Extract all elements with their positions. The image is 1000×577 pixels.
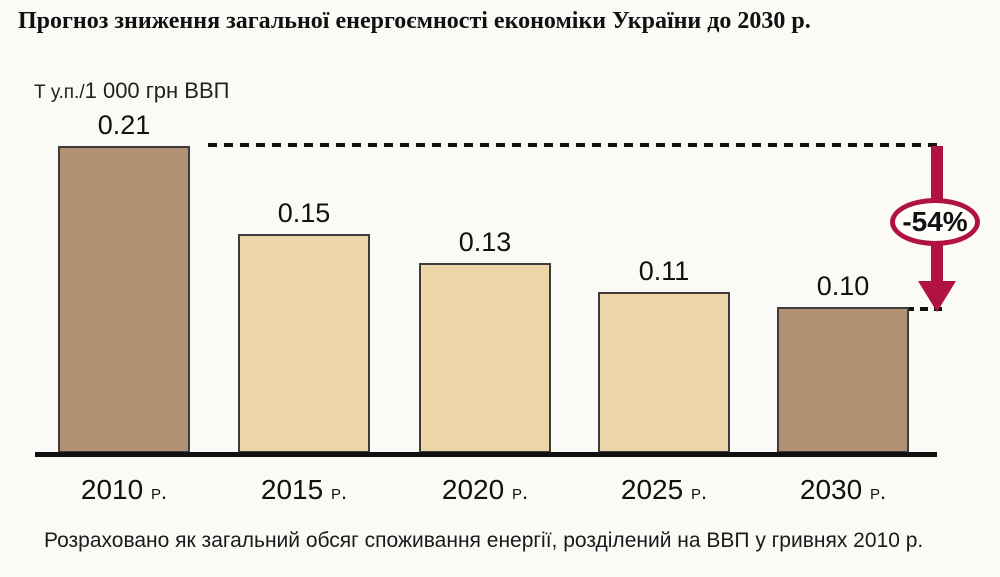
bar-2025 xyxy=(598,292,730,453)
bar-2015 xyxy=(238,234,370,453)
y-axis-unit-prefix: Т у.п./ xyxy=(34,82,85,103)
bar-value-2020: 0.13 xyxy=(458,227,512,257)
bar-2010 xyxy=(58,146,190,453)
x-label-year: 2020 xyxy=(441,474,505,505)
x-label-2020: 2020 р. xyxy=(395,474,575,506)
x-label-year-suffix: р. xyxy=(690,479,708,504)
x-label-year: 2030 xyxy=(799,474,863,505)
x-label-year-suffix: р. xyxy=(150,479,168,504)
footnote: Розраховано як загальний обсяг споживанн… xyxy=(44,529,924,552)
y-axis-unit-label: Т у.п./1 000 грн ВВП xyxy=(34,78,229,104)
x-label-year-suffix: р. xyxy=(511,479,529,504)
chart-title: Прогноз зниження загальної енергоємності… xyxy=(18,8,811,34)
bar-2020 xyxy=(419,263,551,453)
x-label-2010: 2010 р. xyxy=(34,474,214,506)
x-label-2015: 2015 р. xyxy=(214,474,394,506)
bar-value-2015: 0.15 xyxy=(277,198,331,228)
percent-change-badge: -54% xyxy=(890,198,980,246)
x-label-year-suffix: р. xyxy=(330,479,348,504)
x-axis-line xyxy=(35,452,937,457)
bar-value-2010: 0.21 xyxy=(97,110,151,140)
x-label-year: 2010 xyxy=(80,474,144,505)
bar-value-2030: 0.10 xyxy=(816,271,870,301)
x-label-year: 2025 xyxy=(620,474,684,505)
x-label-year-suffix: р. xyxy=(869,479,887,504)
x-label-2025: 2025 р. xyxy=(574,474,754,506)
x-label-2030: 2030 р. xyxy=(753,474,933,506)
bar-2030 xyxy=(777,307,909,453)
x-label-year: 2015 xyxy=(260,474,324,505)
y-axis-unit-rest: 1 000 грн ВВП xyxy=(84,78,230,103)
bar-value-2025: 0.11 xyxy=(638,256,690,286)
reference-dashed-line-2010-level xyxy=(208,143,942,147)
decline-arrow-head xyxy=(918,281,956,312)
